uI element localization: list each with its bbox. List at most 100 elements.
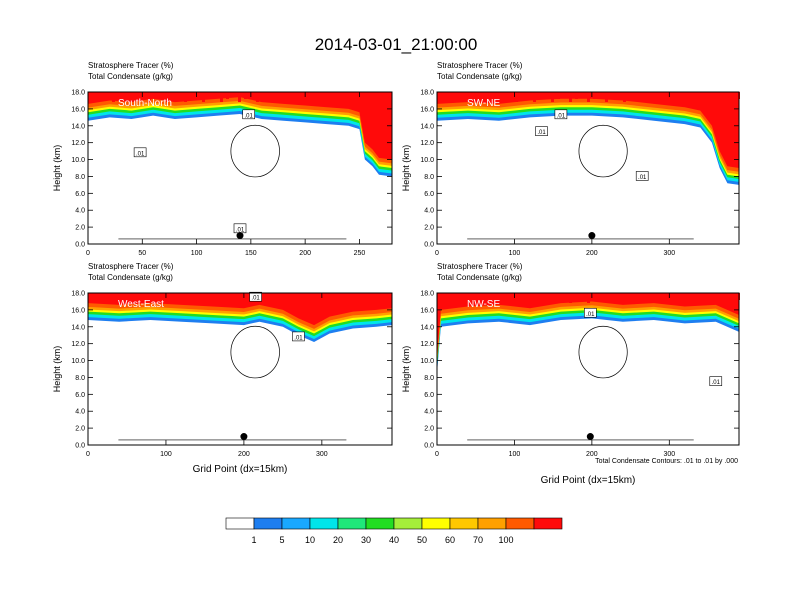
- tracer-streak: [154, 92, 157, 99]
- tracer-streak: [731, 92, 734, 102]
- y-tick-label: 18.0: [71, 90, 85, 97]
- condensate-contour: [578, 124, 628, 178]
- section-label: SW-NE: [467, 98, 500, 109]
- contour-label-box: [292, 331, 305, 342]
- tracer-streak: [382, 293, 385, 303]
- panels: .01 .01 .01 South-North Stratosphere Tracer …: [52, 61, 740, 486]
- tracer-streak: [166, 293, 169, 303]
- section-label: South-North: [118, 98, 172, 109]
- y-tick-label: 6.0: [75, 392, 85, 399]
- tracer-streak: [226, 293, 229, 300]
- tracer-streak: [437, 293, 440, 297]
- tracer-streak: [629, 92, 632, 99]
- tracer-streak: [473, 92, 476, 96]
- tracer-streak: [334, 293, 337, 300]
- tracer-streak: [352, 92, 355, 99]
- tracer-streak: [671, 92, 674, 96]
- tracer-streak: [124, 92, 127, 96]
- tracer-streak: [605, 293, 608, 303]
- tracer-streak: [262, 293, 265, 300]
- tracer-streak: [334, 92, 337, 99]
- tracer-streak: [443, 293, 446, 303]
- tracer-streak: [244, 92, 247, 99]
- tracer-streak: [322, 92, 325, 96]
- tracer-streak: [491, 92, 494, 96]
- tracer-streak: [274, 92, 277, 102]
- tracer-streak: [316, 92, 319, 99]
- tracer-streak: [683, 92, 686, 99]
- colorbar-swatch: [393, 517, 423, 530]
- tracer-streak: [617, 293, 620, 297]
- tracer-streak: [563, 293, 566, 297]
- tracer-band: [437, 92, 739, 168]
- tracer-streak: [172, 293, 175, 300]
- tracer-streak: [202, 293, 205, 303]
- tracer-streak: [226, 92, 229, 99]
- panel-title-line2: Total Condensate (g/kg): [88, 72, 173, 81]
- contour-label: .01: [236, 227, 245, 233]
- tracer-streak: [310, 92, 313, 102]
- tracer-streak: [659, 293, 662, 303]
- tracer-streak: [695, 92, 698, 102]
- tracer-streak: [479, 92, 482, 102]
- tracer-streak: [214, 92, 217, 96]
- tracer-streak: [695, 293, 698, 303]
- tracer-streak: [310, 293, 313, 303]
- tracer-streak: [575, 92, 578, 99]
- tracer-streak: [731, 293, 734, 303]
- tracer-streak: [178, 293, 181, 297]
- tracer-streak: [232, 92, 235, 96]
- tracer-streak: [172, 92, 175, 99]
- contour-label: .01: [638, 175, 647, 181]
- tracer-streak: [551, 293, 554, 303]
- panel-title-line1: Stratosphere Tracer (%): [437, 61, 523, 70]
- tracer-streak: [647, 92, 650, 99]
- tracer-streak: [635, 293, 638, 297]
- tracer-streak: [611, 92, 614, 99]
- y-tick-label: 4.0: [424, 409, 434, 416]
- tracer-streak: [292, 293, 295, 303]
- tracer-streak: [328, 92, 331, 102]
- tracer-streak: [605, 92, 608, 102]
- tracer-streak: [106, 293, 109, 297]
- panel-4: .01 .01 NW-SE Stratosphere Tracer (%) Total …: [401, 262, 740, 486]
- contour-label: .01: [557, 113, 566, 119]
- tracer-streak: [455, 92, 458, 96]
- tracer-streak: [160, 293, 163, 297]
- tracer-streak: [515, 92, 518, 102]
- tracer-streak: [274, 293, 277, 303]
- tracer-streak: [617, 92, 620, 96]
- tracer-streak: [142, 293, 145, 297]
- tracer-streak: [677, 92, 680, 102]
- tracer-streak: [244, 293, 247, 300]
- tracer-streak: [545, 92, 548, 96]
- tracer-streak: [641, 92, 644, 102]
- y-tick-label: 16.0: [420, 307, 434, 314]
- tracer-streak: [220, 92, 223, 102]
- tracer-streak: [238, 293, 241, 303]
- tracer-band: [88, 92, 392, 166]
- colorbar-swatch: [505, 517, 535, 530]
- y-tick-label: 4.0: [75, 409, 85, 416]
- plot-frame: [436, 292, 740, 446]
- x-tick-label: 200: [299, 250, 311, 257]
- y-tick-label: 6.0: [75, 191, 85, 198]
- tracer-streak: [286, 92, 289, 96]
- colorbar-swatch: [533, 517, 563, 530]
- tracer-streak: [100, 92, 103, 99]
- y-axis-label: Height (km): [401, 145, 411, 192]
- y-tick-label: 12.0: [71, 140, 85, 147]
- tracer-streak: [581, 92, 584, 96]
- tracer-streak: [461, 92, 464, 102]
- tracer-streak: [154, 293, 157, 300]
- tracer-streak: [352, 293, 355, 300]
- tracer-streak: [539, 293, 542, 300]
- tracer-streak: [202, 92, 205, 102]
- tracer-streak: [623, 92, 626, 102]
- y-tick-label: 6.0: [424, 392, 434, 399]
- contour-label-box: [635, 171, 649, 181]
- panel-3: .01 .01 West-East Stratosphere Tracer (%) To…: [52, 262, 393, 475]
- section-label: West-East: [118, 299, 164, 310]
- tracer-streak: [250, 92, 253, 96]
- tracer-streak: [370, 92, 373, 99]
